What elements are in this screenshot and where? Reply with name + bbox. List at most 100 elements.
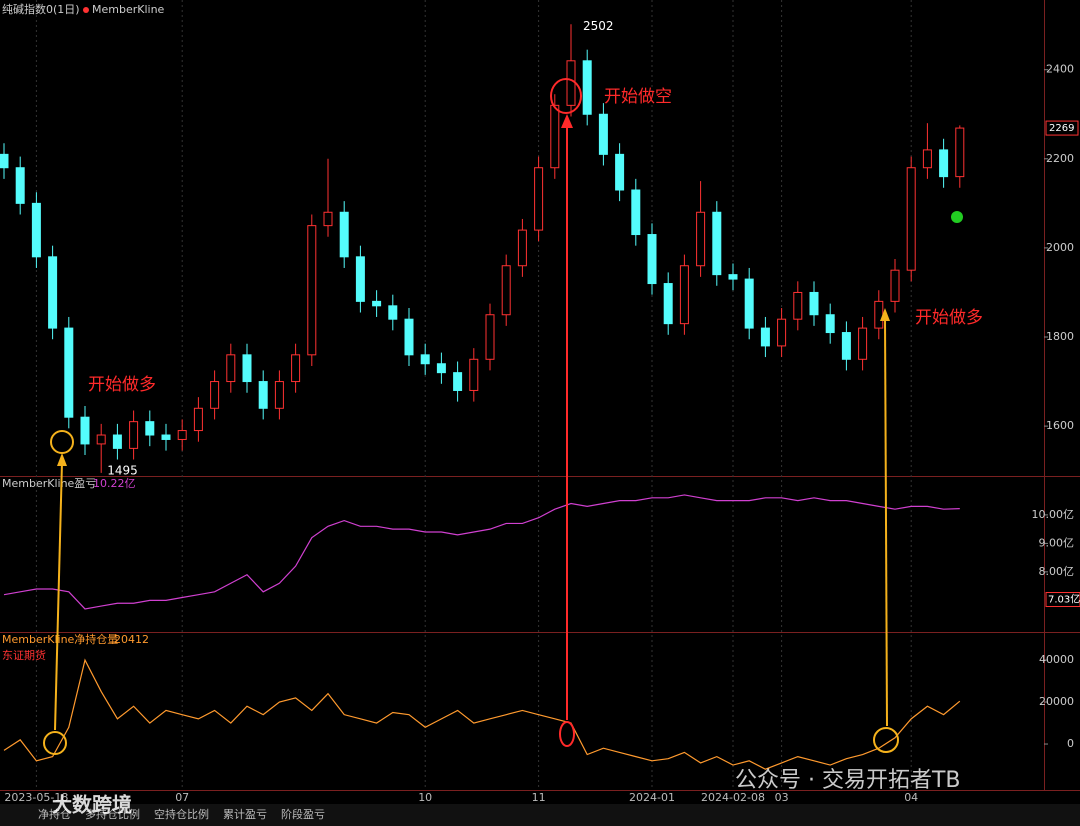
x-tick-label: 11 [532, 791, 546, 804]
panel-value: 10.22亿 [93, 477, 136, 490]
circle [43, 731, 67, 755]
line [3, 494, 960, 610]
y-tick-label: 9.00亿 [1039, 536, 1075, 549]
candle-body [469, 358, 479, 391]
x-tick-label: 03 [775, 791, 789, 804]
tab: 累计盈亏 [223, 808, 267, 821]
candle-body [339, 211, 349, 258]
marker-label: 7.03亿 [1048, 593, 1080, 606]
candle-body [177, 430, 187, 440]
x-tick-label: 2024-02-08 [701, 791, 765, 804]
tab: 阶段盈亏 [281, 807, 325, 821]
watermark: 大数跨境 [52, 793, 132, 817]
candle-body [550, 104, 560, 169]
candle-body [420, 354, 430, 365]
candle-body [793, 291, 803, 320]
panel-subtitle: 东证期货 [2, 648, 46, 662]
tab: 净持仓 [38, 807, 71, 821]
circle [873, 727, 899, 753]
candle-body [485, 314, 495, 360]
candle-body [226, 354, 236, 383]
candle-body [193, 407, 203, 432]
candle-body [890, 269, 900, 302]
arrow [884, 317, 888, 727]
candle-body [258, 381, 268, 409]
last-price-label: 2269 [1049, 123, 1074, 134]
annotation-shapes [43, 78, 963, 755]
candle-body [841, 332, 851, 360]
arrow-head [57, 453, 67, 466]
candle-body [307, 225, 317, 356]
panel-title: MemberKline净持仓量 [2, 632, 118, 646]
candle-body [323, 211, 333, 227]
candle-body [274, 381, 284, 409]
candle-body [0, 153, 9, 169]
candle-body [96, 434, 106, 445]
x-tick-label: 07 [175, 791, 189, 804]
x-tick-label: 10 [418, 791, 432, 804]
annotation: 开始做多 [88, 375, 156, 395]
candle-body [922, 149, 932, 169]
candle-body [210, 381, 220, 409]
candle-body [404, 318, 414, 356]
candle-body [501, 265, 511, 316]
candle-body [663, 283, 673, 325]
candle-body [647, 234, 657, 285]
candle-body [291, 354, 301, 383]
candle-body [728, 274, 738, 280]
annotation: 开始做多 [915, 308, 983, 328]
tab: 空持仓比例 [154, 807, 209, 821]
candle-body [48, 256, 58, 329]
y-tick-label: 1600 [1046, 419, 1074, 432]
y-tick-label: 8.00亿 [1039, 565, 1075, 578]
high-label: 2502 [583, 19, 614, 33]
panel-title: MemberKline盈亏 [2, 477, 96, 490]
chart-title: 纯碱指数0(1日) [2, 2, 80, 16]
circle [559, 721, 575, 747]
candle-body [388, 305, 398, 320]
circle [550, 78, 582, 114]
candle-body [712, 211, 722, 276]
candle-body [598, 113, 608, 155]
candle-body [874, 300, 884, 329]
candle-body [372, 300, 382, 307]
candle-body [64, 327, 74, 418]
candle-body [858, 327, 868, 360]
low-label: 1495 [107, 463, 138, 477]
panel-value: 20412 [114, 633, 149, 646]
arrow-head [880, 308, 890, 321]
candle-body [534, 167, 544, 231]
candle-body [15, 167, 25, 204]
candle-body [744, 278, 754, 329]
candle-body [112, 434, 122, 449]
candle-body [80, 416, 90, 445]
candle-body [566, 60, 576, 106]
y-tick-label: 2200 [1046, 152, 1074, 165]
tab-bar [0, 804, 1080, 826]
candle-body [145, 421, 155, 436]
candle-body [809, 291, 819, 316]
candle-body [777, 318, 787, 347]
arrow-head [561, 114, 573, 128]
candle-body [939, 149, 949, 178]
frame [0, 0, 1080, 791]
y-tick-label: 20000 [1039, 695, 1074, 708]
x-tick-label: 2023-05-18 [4, 791, 68, 804]
y-tick-label: 2400 [1046, 63, 1074, 76]
arrow [54, 461, 63, 731]
candle-body [955, 127, 965, 178]
candle-body [517, 229, 527, 267]
candle-body [760, 327, 770, 347]
candle-body [582, 60, 592, 115]
candle-body [161, 434, 171, 440]
y-tick-label: 10.00亿 [1032, 508, 1075, 521]
candle-body [242, 354, 252, 383]
candle-body [436, 363, 446, 374]
y-tick-label: 2000 [1046, 241, 1074, 254]
signal-dot [951, 211, 963, 223]
candle-body [31, 202, 41, 258]
candle-body [129, 421, 139, 449]
marker-box [1045, 592, 1080, 608]
legend-dot [83, 7, 89, 13]
